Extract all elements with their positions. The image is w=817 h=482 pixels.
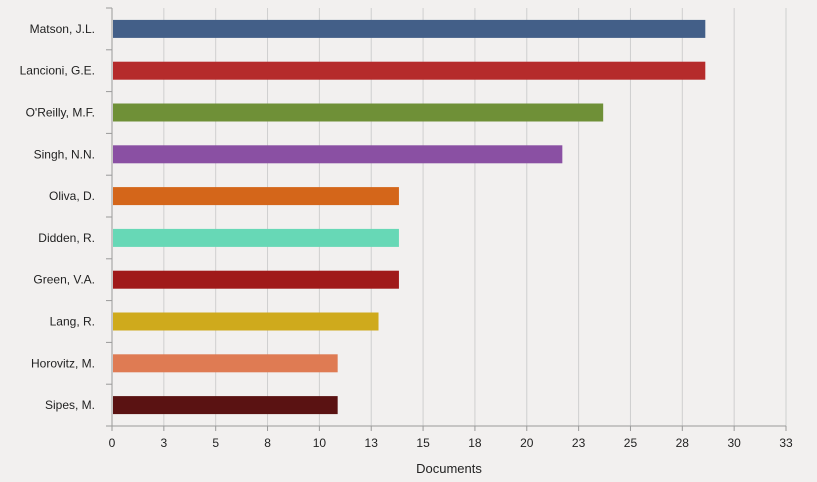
category-label: Lancioni, G.E. [20,64,95,78]
x-tick-label: 25 [624,436,638,450]
bar [113,145,563,164]
category-labels: Matson, J.L. Lancioni, G.E. O'Reilly, M.F.… [20,22,95,412]
x-axis-title: Documents [416,461,482,476]
x-tick-label: 0 [109,436,116,450]
bar [113,312,379,331]
x-tick-label: 18 [468,436,482,450]
category-label: Horovitz, M. [31,356,95,370]
x-tick-label: 30 [727,436,741,450]
x-tick-label: 5 [212,436,219,450]
bar [113,19,706,38]
x-tick-label: 20 [520,436,534,450]
category-label: O'Reilly, M.F. [26,106,95,120]
category-label: Green, V.A. [33,273,95,287]
x-tick-label: 15 [416,436,430,450]
bar [113,103,604,122]
x-tick-label: 33 [779,436,793,450]
x-tick-label: 8 [264,436,271,450]
bar [113,396,338,415]
category-label: Lang, R. [50,315,95,329]
bar [113,270,399,289]
category-label: Singh, N.N. [34,147,95,161]
category-label: Matson, J.L. [30,22,95,36]
x-tick-label: 28 [676,436,690,450]
bar [113,228,399,247]
x-tick-label: 10 [313,436,327,450]
bar [113,61,706,80]
axes [106,7,787,431]
bar [113,187,399,206]
tick-labels: 0 3 5 8 10 13 15 18 20 23 25 28 30 33 [109,436,793,450]
bar [113,354,338,373]
category-label: Sipes, M. [45,398,95,412]
x-tick-label: 3 [161,436,168,450]
bars [113,19,706,415]
category-label: Oliva, D. [49,189,95,203]
x-tick-label: 23 [572,436,586,450]
x-tick-label: 13 [365,436,379,450]
category-label: Didden, R. [38,231,95,245]
